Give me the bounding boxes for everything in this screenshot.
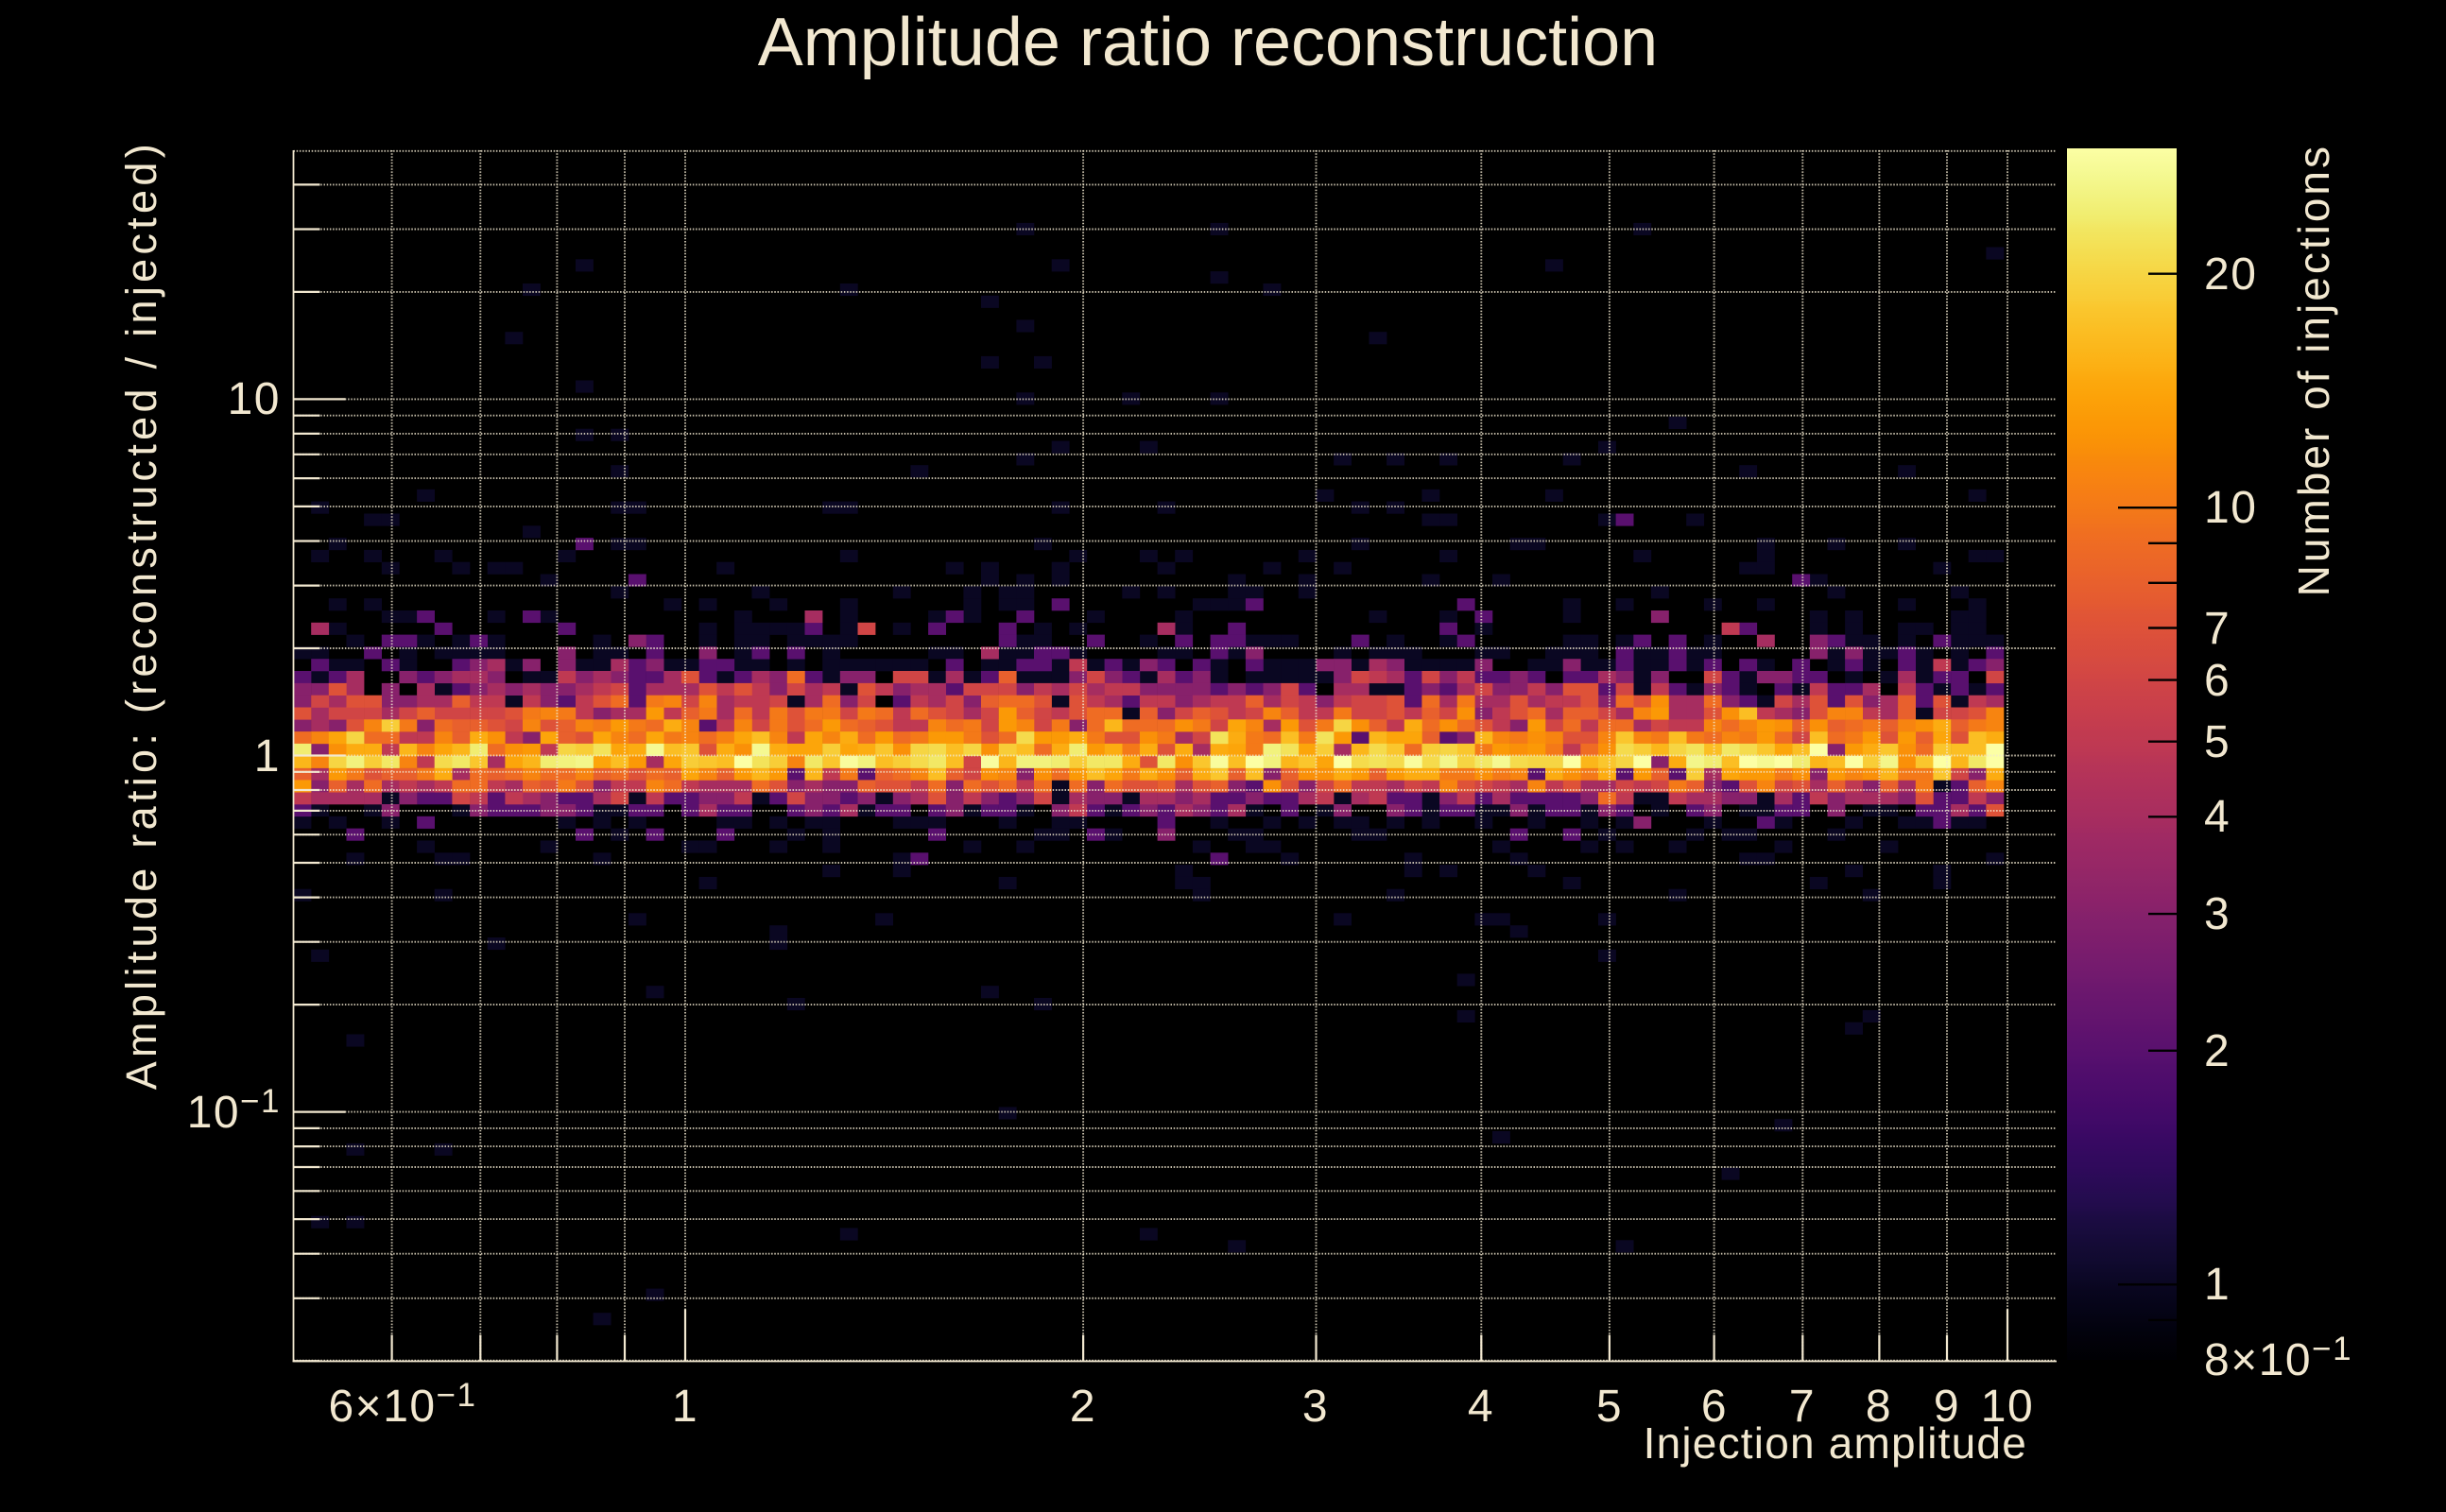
svg-text:2: 2 [1070, 1382, 1096, 1432]
svg-text:4: 4 [2204, 792, 2231, 842]
svg-text:5: 5 [1596, 1382, 1623, 1432]
svg-text:5: 5 [2204, 717, 2231, 767]
svg-text:7: 7 [1789, 1382, 1816, 1432]
svg-text:9: 9 [1934, 1382, 1960, 1432]
svg-text:Number of injections: Number of injections [2289, 144, 2338, 596]
svg-text:20: 20 [2204, 249, 2257, 300]
svg-text:Amplitude ratio reconstruction: Amplitude ratio reconstruction [758, 5, 1658, 80]
svg-text:10: 10 [1981, 1382, 2034, 1432]
svg-text:6: 6 [1701, 1382, 1728, 1432]
svg-text:10: 10 [2204, 483, 2257, 533]
svg-text:1: 1 [254, 731, 281, 782]
svg-text:1: 1 [672, 1382, 698, 1432]
svg-text:1: 1 [2204, 1260, 2231, 1310]
svg-text:2: 2 [2204, 1026, 2231, 1076]
svg-text:3: 3 [2204, 889, 2231, 939]
svg-text:Injection amplitude: Injection amplitude [1644, 1418, 2027, 1468]
svg-text:8: 8 [1866, 1382, 1892, 1432]
svg-text:10: 10 [228, 374, 281, 424]
svg-text:4: 4 [1468, 1382, 1494, 1432]
svg-text:3: 3 [1302, 1382, 1329, 1432]
svg-text:7: 7 [2204, 604, 2231, 654]
svg-text:Amplitude ratio: (reconstructe: Amplitude ratio: (reconstructed / inject… [117, 140, 165, 1090]
svg-text:6: 6 [2204, 656, 2231, 706]
